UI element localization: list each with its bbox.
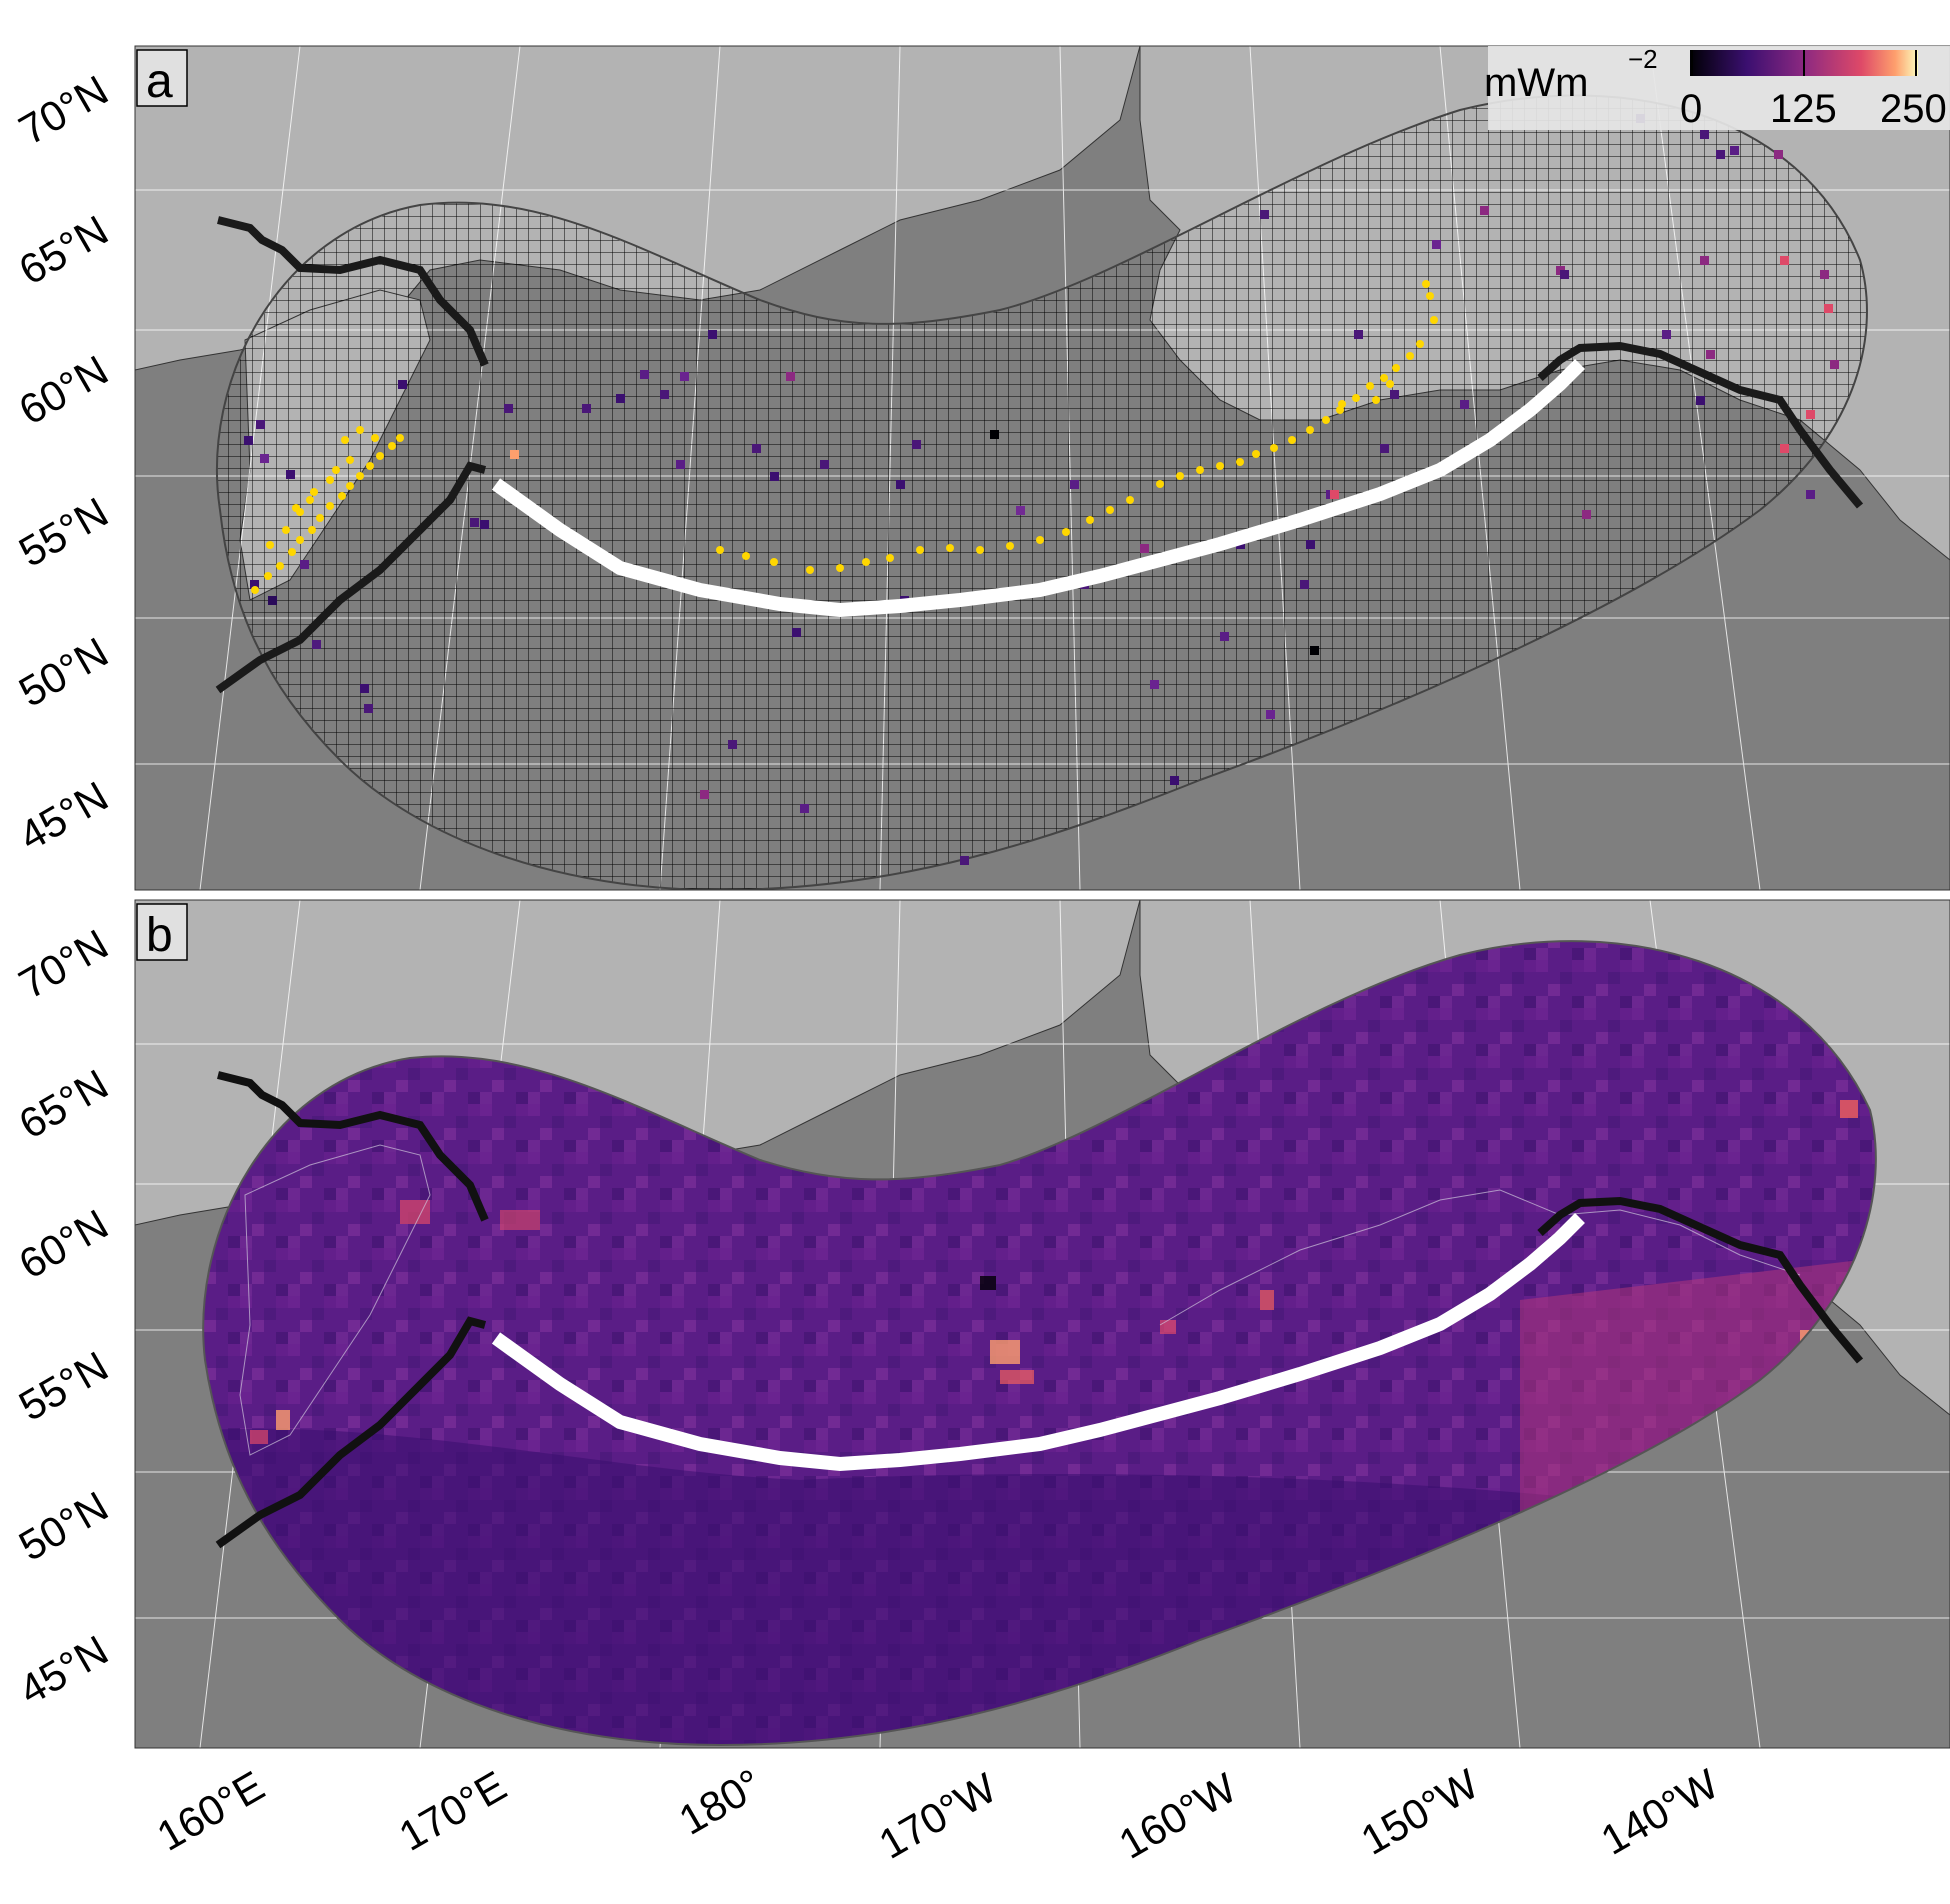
heat-flow-observations [244,114,1839,865]
legend-tick-125: 125 [1770,87,1837,131]
lon-label: 160°E [149,1762,272,1860]
seafloor-observation-sites [251,280,1438,594]
lon-label: 170°W [871,1764,1004,1868]
lon-label: 180° [671,1760,770,1844]
panel-b-tag-box [136,903,188,961]
panel-a-tag-box [136,49,188,107]
panel-b-frame [134,899,1950,1749]
lat-label: 45°N [11,1626,116,1714]
longitude-labels: 160°E 170°E 180° 170°W 160°W 150°W 140°W [149,1760,1726,1868]
legend-tick-0: 0 [1680,87,1702,131]
lon-label: 160°W [1111,1764,1244,1868]
lat-label: 55°N [11,1342,116,1430]
lat-label: 60°N [11,346,116,434]
panel-b-map [135,900,1950,1748]
lon-label: 150°W [1353,1760,1486,1864]
legend-tick-250: 250 [1880,87,1947,131]
panel-a-latitude-labels: 70°N 65°N 60°N 55°N 50°N 45°N [11,66,116,860]
lat-label: 70°N [11,66,116,154]
model-grid-region [215,94,1868,890]
lat-label: 50°N [11,1482,116,1570]
panel-a-frame [134,45,1950,891]
subduction-trench-line-b [491,1213,1585,1472]
lat-label: 65°N [11,206,116,294]
panel-b: b [134,899,1950,1749]
panel-a: a [134,45,1950,891]
lat-label: 50°N [11,628,116,716]
legend-unit: mWm [1484,61,1588,105]
panel-b-tag: b [146,909,173,962]
lat-label: 65°N [11,1060,116,1148]
plate-boundary-line-b [215,1071,1864,1549]
lon-label: 170°E [391,1762,514,1860]
lat-label: 55°N [11,488,116,576]
panel-a-tag: a [146,55,173,108]
lat-label: 70°N [11,920,116,1008]
panel-a-map [135,46,1950,890]
plate-boundary-line [215,216,1864,694]
lat-label: 45°N [11,772,116,860]
colorbar-legend: mWm −2 0 125 250 [1484,44,1950,131]
subduction-trench-line [491,359,1585,618]
lat-label: 60°N [11,1200,116,1288]
panel-b-latitude-labels: 70°N 65°N 60°N 55°N 50°N 45°N [11,920,116,1714]
legend-unit-exponent: −2 [1628,44,1658,74]
lon-label: 140°W [1593,1760,1726,1864]
